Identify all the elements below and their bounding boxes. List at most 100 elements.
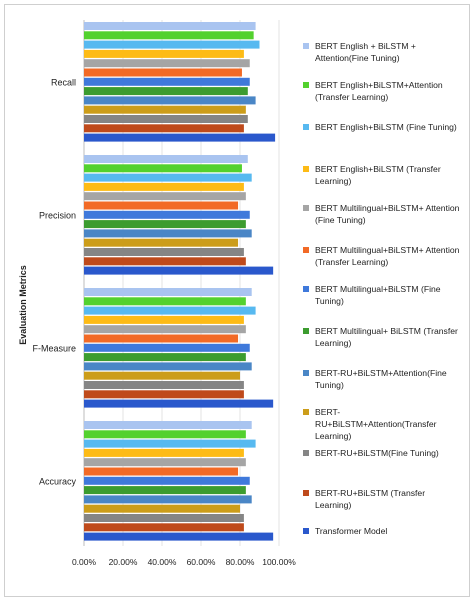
legend-swatch [303, 370, 309, 376]
bar [84, 334, 239, 343]
y-axis-title: Evaluation Metrics [18, 265, 28, 345]
bar [84, 504, 240, 513]
category-label: F-Measure [32, 343, 76, 353]
legend-item: BERT Multilingual+ BiLSTM (Transfer Lear… [303, 325, 461, 349]
bar [84, 439, 256, 448]
legend-swatch [303, 450, 309, 456]
bar [84, 49, 244, 58]
legend-swatch [303, 409, 309, 415]
legend-label: BERT-RU+BiLSTM+Attention(Transfer Learni… [315, 407, 437, 441]
bar [84, 77, 250, 86]
x-axis-ticks: 0.00% 20.00% 40.00% 60.00% 80.00% 100.00% [72, 557, 296, 567]
category-label: Accuracy [39, 476, 77, 486]
bar [84, 87, 248, 96]
legend-swatch [303, 328, 309, 334]
x-tick-label: 20.00% [109, 557, 138, 567]
bar [84, 430, 246, 439]
legend-label: BERT Multilingual+ BiLSTM (Transfer Lear… [315, 326, 458, 348]
legend-label: BERT-RU+BiLSTM(Fine Tuning) [315, 448, 439, 458]
bar [84, 288, 252, 296]
legend-label: BERT English + BiLSTM + Attention(Fine T… [315, 41, 416, 63]
bar [84, 31, 254, 40]
bar [84, 155, 248, 163]
legend-label: Transformer Model [315, 526, 388, 536]
bar [84, 476, 250, 485]
bar [84, 390, 244, 399]
bar [84, 182, 244, 191]
legend-item: BERT English+BiLSTM (Transfer Learning) [303, 163, 461, 187]
bar [84, 399, 274, 408]
bar [84, 229, 252, 238]
bar [84, 238, 239, 247]
legend-item: BERT English+BiLSTM (Fine Tuning) [303, 121, 461, 133]
bar [84, 448, 244, 457]
legend-item: BERT-RU+BiLSTM (Transfer Learning) [303, 487, 461, 511]
x-tick-label: 80.00% [226, 557, 255, 567]
legend-label: BERT Multilingual+BiLSTM+ Attention (Tra… [315, 245, 460, 267]
bar [84, 421, 252, 429]
bar [84, 68, 242, 77]
legend-label: BERT Multilingual+BiLSTM+ Attention (Fin… [315, 203, 460, 225]
bar [84, 315, 244, 324]
figure-frame [4, 4, 470, 597]
legend-item: BERT-RU+BiLSTM+Attention(Fine Tuning) [303, 367, 461, 391]
legend-swatch [303, 124, 309, 130]
bar [84, 297, 246, 306]
x-tick-label: 100.00% [262, 557, 296, 567]
bar [84, 371, 240, 380]
bar [84, 257, 246, 266]
legend-item: BERT-RU+BiLSTM+Attention(Transfer Learni… [303, 406, 461, 442]
legend-label: BERT Multilingual+BiLSTM (Fine Tuning) [315, 284, 441, 306]
legend-label: BERT English+BiLSTM+Attention (Transfer … [315, 80, 443, 102]
bar [84, 133, 276, 142]
bar [84, 343, 250, 352]
bar [84, 458, 246, 467]
bar [84, 124, 244, 133]
bar [84, 306, 256, 315]
bar [84, 362, 252, 371]
legend-swatch [303, 528, 309, 534]
x-tick-label: 60.00% [187, 557, 216, 567]
bar [84, 164, 242, 173]
legend-item: BERT-RU+BiLSTM(Fine Tuning) [303, 447, 461, 459]
bar [84, 115, 248, 123]
category-label: Recall [51, 77, 76, 87]
bar [84, 381, 244, 389]
legend-label: BERT English+BiLSTM (Fine Tuning) [315, 122, 457, 132]
bar [84, 353, 246, 362]
legend-swatch [303, 247, 309, 253]
bar [84, 40, 260, 49]
legend-item: BERT Multilingual+BiLSTM+ Attention (Fin… [303, 202, 461, 226]
category-label: Precision [39, 210, 76, 220]
bar [84, 201, 239, 210]
bar [84, 192, 246, 201]
bars [84, 22, 276, 541]
legend-item: BERT Multilingual+BiLSTM (Fine Tuning) [303, 283, 461, 307]
bar [84, 266, 274, 275]
x-tick-label: 0.00% [72, 557, 97, 567]
bar [84, 105, 246, 114]
legend-swatch [303, 205, 309, 211]
bar [84, 210, 250, 219]
legend-swatch [303, 82, 309, 88]
bar [84, 248, 244, 256]
bar [84, 173, 252, 182]
bar [84, 59, 250, 68]
legend-swatch [303, 490, 309, 496]
legend-label: BERT-RU+BiLSTM (Transfer Learning) [315, 488, 426, 510]
bar [84, 486, 246, 495]
bar [84, 532, 274, 541]
legend-item: BERT English+BiLSTM+Attention (Transfer … [303, 79, 461, 103]
legend-label: BERT English+BiLSTM (Transfer Learning) [315, 164, 441, 186]
legend-swatch [303, 43, 309, 49]
x-tick-label: 40.00% [148, 557, 177, 567]
legend-item: Transformer Model [303, 525, 461, 537]
legend-item: BERT English + BiLSTM + Attention(Fine T… [303, 40, 461, 64]
y-axis-categories: Recall Precision F-Measure Accuracy [32, 77, 76, 486]
legend-label: BERT-RU+BiLSTM+Attention(Fine Tuning) [315, 368, 447, 390]
bar [84, 220, 246, 229]
legend-item: BERT Multilingual+BiLSTM+ Attention (Tra… [303, 244, 461, 268]
bar [84, 495, 252, 504]
bar [84, 325, 246, 334]
